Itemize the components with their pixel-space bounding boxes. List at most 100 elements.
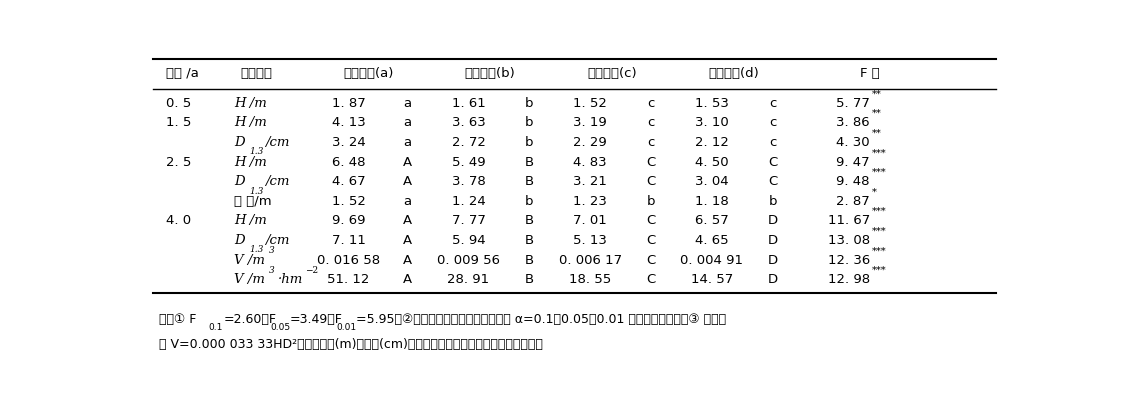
Text: C: C (647, 254, 656, 267)
Text: b: b (525, 136, 534, 149)
Text: 1. 52: 1. 52 (573, 97, 608, 110)
Text: 1.3: 1.3 (250, 245, 263, 255)
Text: 1.3: 1.3 (250, 147, 263, 156)
Text: =5.95；②＊、＊＊、＊＊＊分别代表在 α=0.1、0.05、0.01 水平上差异显著；③ 单株材: =5.95；②＊、＊＊、＊＊＊分别代表在 α=0.1、0.05、0.01 水平上… (355, 313, 725, 326)
Text: 3: 3 (269, 266, 275, 275)
Text: a: a (404, 136, 411, 149)
Text: c: c (647, 97, 655, 110)
Text: b: b (768, 195, 777, 208)
Text: 0. 5: 0. 5 (166, 97, 192, 110)
Text: 1. 52: 1. 52 (332, 195, 365, 208)
Text: 3. 24: 3. 24 (332, 136, 365, 149)
Text: 2. 29: 2. 29 (573, 136, 608, 149)
Text: 3. 86: 3. 86 (836, 116, 870, 130)
Text: D: D (768, 234, 778, 247)
Text: c: c (647, 136, 655, 149)
Text: A: A (404, 215, 413, 227)
Text: 1. 24: 1. 24 (452, 195, 485, 208)
Text: 0.01: 0.01 (336, 323, 356, 332)
Text: D: D (768, 273, 778, 286)
Text: 1. 5: 1. 5 (166, 116, 192, 130)
Text: **: ** (872, 109, 881, 118)
Text: b: b (525, 195, 534, 208)
Text: ***: *** (872, 266, 887, 275)
Text: 造林效果: 造林效果 (240, 67, 272, 80)
Text: 穴垦扩穴(c): 穴垦扩穴(c) (587, 67, 637, 80)
Text: B: B (525, 215, 534, 227)
Text: C: C (647, 273, 656, 286)
Text: D: D (234, 175, 244, 188)
Text: B: B (525, 175, 534, 188)
Text: H /m: H /m (234, 116, 267, 130)
Text: 1. 61: 1. 61 (452, 97, 485, 110)
Text: 1. 23: 1. 23 (573, 195, 608, 208)
Text: 3. 19: 3. 19 (573, 116, 608, 130)
Text: 注：① F: 注：① F (159, 313, 196, 326)
Text: 4. 13: 4. 13 (332, 116, 365, 130)
Text: 1. 18: 1. 18 (695, 195, 729, 208)
Text: b: b (647, 195, 655, 208)
Text: 5. 77: 5. 77 (836, 97, 870, 110)
Text: 28. 91: 28. 91 (447, 273, 490, 286)
Text: a: a (404, 97, 411, 110)
Text: b: b (525, 97, 534, 110)
Text: 3. 21: 3. 21 (573, 175, 608, 188)
Text: H /m: H /m (234, 156, 267, 169)
Text: D: D (234, 136, 244, 149)
Text: C: C (647, 156, 656, 169)
Text: 1. 87: 1. 87 (332, 97, 365, 110)
Text: 3. 10: 3. 10 (695, 116, 729, 130)
Text: 9. 69: 9. 69 (332, 215, 365, 227)
Text: A: A (404, 234, 413, 247)
Text: 2. 5: 2. 5 (166, 156, 192, 169)
Text: /cm: /cm (266, 136, 289, 149)
Text: V /m: V /m (234, 273, 265, 286)
Text: 5. 13: 5. 13 (573, 234, 608, 247)
Text: 人工穴垦(d): 人工穴垦(d) (708, 67, 759, 80)
Text: C: C (647, 215, 656, 227)
Text: 6. 48: 6. 48 (332, 156, 365, 169)
Text: C: C (768, 156, 777, 169)
Text: ***: *** (872, 227, 887, 236)
Text: ***: *** (872, 207, 887, 216)
Text: B: B (525, 156, 534, 169)
Text: C: C (768, 175, 777, 188)
Text: 11. 67: 11. 67 (827, 215, 870, 227)
Text: /cm: /cm (266, 175, 289, 188)
Text: 9. 48: 9. 48 (836, 175, 870, 188)
Text: 4. 50: 4. 50 (695, 156, 729, 169)
Text: 13. 08: 13. 08 (827, 234, 870, 247)
Text: 3. 78: 3. 78 (452, 175, 485, 188)
Text: A: A (404, 254, 413, 267)
Text: 7. 11: 7. 11 (332, 234, 365, 247)
Text: 12. 36: 12. 36 (827, 254, 870, 267)
Text: 2. 72: 2. 72 (452, 136, 485, 149)
Text: H /m: H /m (234, 215, 267, 227)
Text: =2.60，F: =2.60，F (223, 313, 277, 326)
Text: **: ** (872, 129, 881, 138)
Text: 2. 87: 2. 87 (836, 195, 870, 208)
Text: 51. 12: 51. 12 (327, 273, 370, 286)
Text: c: c (647, 116, 655, 130)
Text: H /m: H /m (234, 97, 267, 110)
Text: /cm: /cm (266, 234, 289, 247)
Text: 4. 65: 4. 65 (695, 234, 729, 247)
Text: 4. 30: 4. 30 (836, 136, 870, 149)
Text: a: a (404, 116, 411, 130)
Text: 12. 98: 12. 98 (827, 273, 870, 286)
Text: F 值: F 值 (860, 67, 880, 80)
Text: 7. 01: 7. 01 (573, 215, 608, 227)
Text: 人工带垦(b): 人工带垦(b) (465, 67, 516, 80)
Text: 积 V=0.000 033 33HD²，式中树高(m)，径粗(cm)为适合于桉树幼林材积计算的经验公式．: 积 V=0.000 033 33HD²，式中树高(m)，径粗(cm)为适合于桉树… (159, 338, 543, 351)
Text: 14. 57: 14. 57 (691, 273, 733, 286)
Text: ***: *** (872, 246, 887, 255)
Text: 0. 004 91: 0. 004 91 (680, 254, 743, 267)
Text: B: B (525, 254, 534, 267)
Text: b: b (525, 116, 534, 130)
Text: 3. 04: 3. 04 (695, 175, 729, 188)
Text: c: c (769, 136, 776, 149)
Text: 4. 0: 4. 0 (166, 215, 192, 227)
Text: V /m: V /m (234, 254, 265, 267)
Text: 0. 006 17: 0. 006 17 (558, 254, 622, 267)
Text: a: a (404, 195, 411, 208)
